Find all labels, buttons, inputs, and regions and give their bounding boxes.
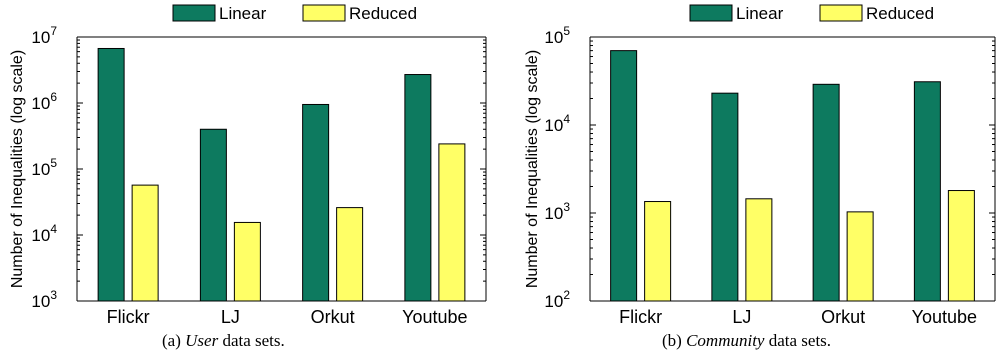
charta-legend-swatch-reduced [302,4,346,22]
chartb-y-tick-label: 104 [544,112,570,135]
chartb-legend-label-linear: Linear [736,4,784,23]
chartb-bar-linear-lj [711,92,739,302]
charta-y-tick-label: 107 [31,24,57,47]
charta-x-tick-label: Flickr [107,307,150,327]
charta-x-tick-label: Youtube [402,307,467,327]
caption-b-suffix: data sets. [764,331,832,350]
caption-b-emph: Community [686,331,765,350]
charta-bar-linear-youtube [404,74,432,302]
chartb-y-tick-label: 103 [544,200,570,223]
chartb-x-tick-label: Youtube [912,307,977,327]
chartb-x-tick-label: Flickr [619,307,662,327]
caption-b-prefix: (b) [662,331,687,350]
charta-y-axis-label: Number of Inequalities (log scale) [9,50,26,288]
caption-a: (a) User data sets. [162,331,285,351]
charta-y-tick-label: 106 [31,90,57,113]
caption-a-emph: User [185,331,219,350]
chartb-bar-reduced-lj [745,198,773,302]
charta-bar-reduced-orkut [336,207,364,302]
charta-y-tick-label: 104 [31,222,57,245]
chartb-bar-reduced-orkut [846,211,874,302]
chartb-bar-reduced-youtube [947,190,975,302]
chartb-legend-label-reduced: Reduced [866,4,934,23]
chartb-bar-reduced-flickr [644,201,672,302]
charta-y-tick-label: 103 [31,288,57,311]
charta-x-tick-label: LJ [221,307,240,327]
chartb-legend-swatch-linear [689,4,733,22]
chartb-x-tick-label: Orkut [821,307,865,327]
charta-bar-linear-orkut [302,103,330,302]
charta-legend-label-reduced: Reduced [349,4,417,23]
charta-y-tick-label: 105 [31,156,57,179]
caption-a-prefix: (a) [162,331,186,350]
charta-x-tick-label: Orkut [311,307,355,327]
chartb-legend-swatch-reduced [819,4,863,22]
charta-bar-linear-flickr [97,47,125,302]
charta-legend-swatch-linear [172,4,216,22]
caption-a-suffix: data sets. [218,331,285,350]
chartb-y-tick-label: 105 [544,24,570,47]
caption-b: (b) Community data sets. [662,331,831,351]
chartb-bar-linear-flickr [610,50,638,302]
chartb-x-tick-label: LJ [732,307,751,327]
charta-legend-label-linear: Linear [219,4,267,23]
charta-bar-reduced-lj [233,221,261,302]
charta-bar-reduced-flickr [131,184,159,302]
chartb-y-axis-label: Number of Inequalities (log scale) [524,50,541,288]
chartb-bar-linear-orkut [812,83,840,302]
chartb-bar-linear-youtube [913,81,941,302]
chartb-y-tick-label: 102 [544,288,570,311]
charta-bar-linear-lj [199,128,227,302]
charta-bar-reduced-youtube [438,143,466,302]
